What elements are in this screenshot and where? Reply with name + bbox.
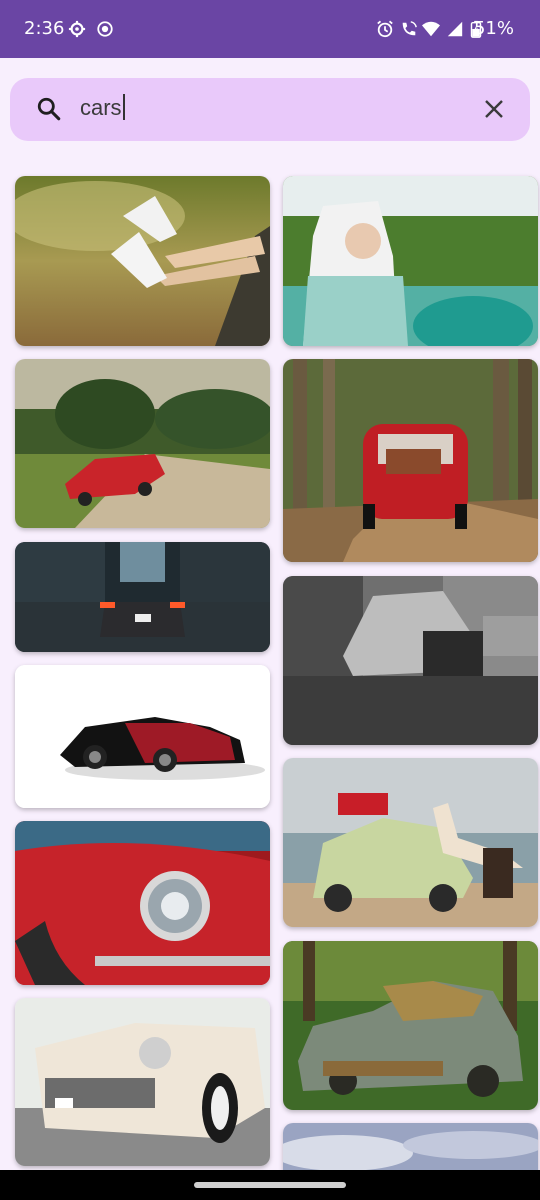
search-icon[interactable] (36, 96, 62, 122)
battery-percentage: 51% (473, 18, 514, 39)
search-input[interactable]: cars (80, 94, 125, 121)
result-image-red-fiat-forest-road[interactable] (283, 359, 538, 562)
result-image-beetle-black-and-white-garage[interactable] (283, 576, 538, 745)
status-bar: 2:36 51% (0, 0, 540, 58)
settings-icon (68, 20, 86, 38)
text-caret (122, 94, 125, 120)
signal-icon (447, 21, 463, 37)
result-image-woman-driving-vintage-car[interactable] (283, 176, 538, 346)
result-image-white-cadillac-closeup[interactable] (15, 998, 270, 1166)
result-image-bugatti-red-black-white[interactable] (15, 665, 270, 808)
wifi-icon (422, 21, 440, 37)
result-image-red-classic-convertible-road[interactable] (15, 359, 270, 528)
gesture-handle[interactable] (194, 1182, 346, 1188)
result-image-red-mustang-headlight-closeup[interactable] (15, 821, 270, 985)
result-image-sports-car-wet-street-night[interactable] (15, 542, 270, 652)
alarm-icon (377, 20, 393, 38)
wifi-calling-icon (402, 21, 417, 36)
close-icon[interactable] (482, 97, 506, 121)
battery-charging-icon (470, 20, 482, 38)
result-image-feet-out-car-window[interactable] (15, 176, 270, 346)
result-image-rusty-abandoned-car-forest[interactable] (283, 941, 538, 1110)
result-image-sky-clouds-partial[interactable] (283, 1123, 538, 1171)
search-bar[interactable]: cars (10, 78, 530, 141)
record-icon (97, 21, 113, 37)
navigation-gesture-area (0, 1170, 540, 1200)
status-time: 2:36 (24, 18, 65, 39)
result-image-beetle-woman-beach[interactable] (283, 758, 538, 927)
